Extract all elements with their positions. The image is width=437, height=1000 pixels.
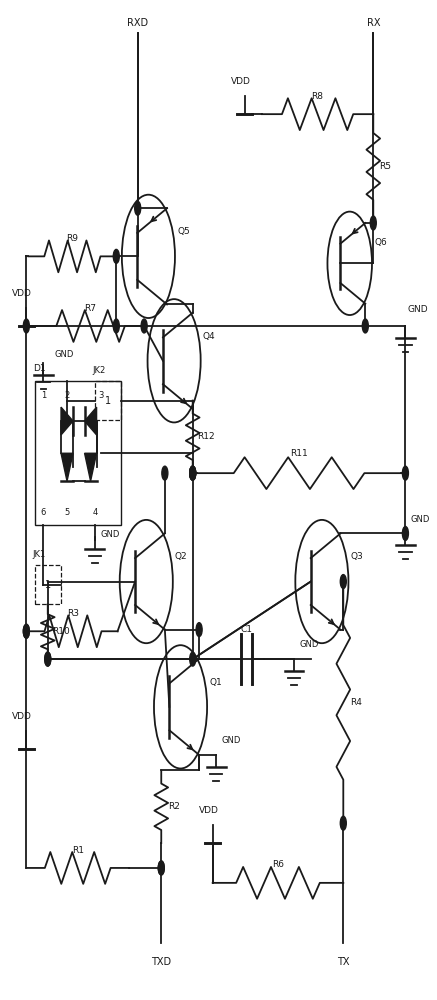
Circle shape [362,319,368,333]
Text: 5: 5 [64,508,69,517]
Circle shape [45,652,51,666]
Text: RX: RX [367,18,380,28]
Circle shape [45,652,51,666]
Text: JK2: JK2 [93,366,106,375]
Text: Q4: Q4 [203,332,215,341]
Circle shape [190,466,196,480]
Bar [35,381,121,525]
Bar [95,381,121,420]
Circle shape [370,216,376,230]
Bar [35,565,61,604]
Text: 1: 1 [41,391,46,400]
Text: R7: R7 [85,304,97,313]
Text: GND: GND [100,530,119,539]
Text: JK1: JK1 [33,550,46,559]
Text: R8: R8 [312,92,323,101]
Text: GND: GND [54,350,73,359]
Text: VDD: VDD [231,77,250,86]
Text: R5: R5 [379,162,391,171]
Circle shape [158,861,164,875]
Circle shape [402,466,409,480]
Polygon shape [85,407,97,435]
Text: 1: 1 [104,396,111,406]
Circle shape [340,816,346,830]
Text: Q1: Q1 [209,678,222,687]
Polygon shape [61,453,73,481]
Circle shape [162,466,168,480]
Polygon shape [85,453,97,481]
Text: 1: 1 [45,580,51,590]
Circle shape [23,319,29,333]
Text: GND: GND [299,640,319,649]
Text: D1: D1 [33,364,45,373]
Text: GND: GND [408,305,428,314]
Text: VDD: VDD [12,712,32,721]
Text: R3: R3 [67,609,79,618]
Text: 2: 2 [64,391,69,400]
Text: GND: GND [222,736,241,745]
Text: Q2: Q2 [175,552,187,561]
Text: R1: R1 [72,846,84,855]
Text: VDD: VDD [12,289,32,298]
Text: Q5: Q5 [177,227,190,236]
Text: R9: R9 [66,234,78,243]
Text: 4: 4 [92,508,97,517]
Text: C1: C1 [241,625,253,634]
Text: R12: R12 [197,432,215,441]
Text: R11: R11 [290,449,308,458]
Circle shape [113,319,119,333]
Text: 6: 6 [41,508,46,517]
Text: R4: R4 [350,698,362,707]
Circle shape [340,575,346,589]
Text: R10: R10 [52,627,70,636]
Circle shape [402,526,409,540]
Text: TX: TX [337,957,350,967]
Text: Q3: Q3 [350,552,363,561]
Text: Q6: Q6 [374,238,387,247]
Circle shape [190,466,196,480]
Text: GND: GND [410,515,430,524]
Text: R2: R2 [168,802,180,811]
Polygon shape [61,407,73,435]
Text: TXD: TXD [151,957,171,967]
Circle shape [158,861,164,875]
Text: RXD: RXD [127,18,148,28]
Circle shape [135,201,141,215]
Text: R6: R6 [272,860,284,869]
Circle shape [190,466,196,480]
Circle shape [141,319,147,333]
Circle shape [190,466,196,480]
Text: VDD: VDD [198,806,218,815]
Circle shape [23,624,29,638]
Circle shape [113,249,119,263]
Text: 3: 3 [99,391,104,400]
Circle shape [190,652,196,666]
Circle shape [23,624,29,638]
Circle shape [196,623,202,637]
